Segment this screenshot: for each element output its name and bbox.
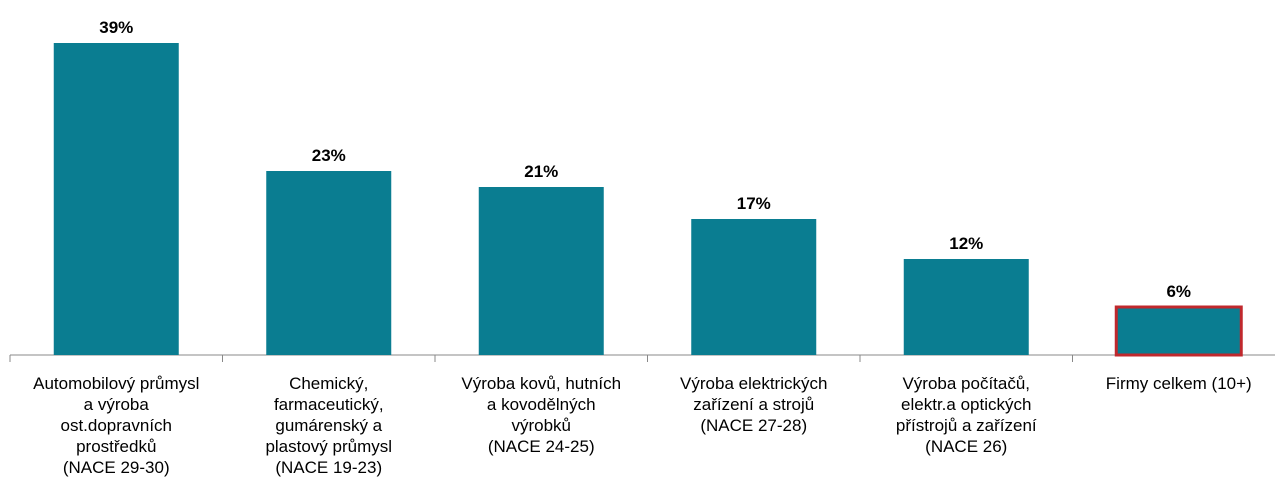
x-tick-label: plastový průmysl [265, 437, 392, 456]
value-label: 23% [312, 146, 346, 165]
x-tick-label: (NACE 29-30) [63, 458, 170, 477]
x-tick-label: a kovodělných [487, 395, 596, 414]
x-tick-label: (NACE 27-28) [700, 416, 807, 435]
bar [266, 171, 392, 355]
x-tick-label: Chemický, [289, 374, 368, 393]
x-tick-label: (NACE 26) [925, 437, 1007, 456]
x-tick-label: gumárenský a [275, 416, 382, 435]
x-tick-label: (NACE 19-23) [275, 458, 382, 477]
bar [691, 219, 817, 355]
bar [903, 259, 1029, 355]
x-tick-label: ost.dopravních [60, 416, 172, 435]
x-tick-label: farmaceutický, [274, 395, 384, 414]
x-tick-label: zařízení a strojů [693, 395, 814, 414]
value-label: 12% [949, 234, 983, 253]
x-tick-label: Automobilový průmysl [33, 374, 199, 393]
x-tick-label: prostředků [76, 437, 156, 456]
value-label: 6% [1166, 282, 1191, 301]
x-tick-label: přístrojů a zařízení [896, 416, 1037, 435]
x-tick-label: elektr.a optických [901, 395, 1031, 414]
bar [53, 43, 179, 355]
x-tick-label: Firmy celkem (10+) [1106, 374, 1252, 393]
bar [1114, 305, 1243, 357]
value-label: 21% [524, 162, 558, 181]
x-tick-label: (NACE 24-25) [488, 437, 595, 456]
bar [478, 187, 604, 355]
x-tick-label: Výroba elektrických [680, 374, 827, 393]
value-label: 39% [99, 18, 133, 37]
value-label: 17% [737, 194, 771, 213]
x-tick-label: výrobků [511, 416, 571, 435]
x-tick-label: Výroba počítačů, [902, 374, 1030, 393]
x-tick-label: Výroba kovů, hutních [461, 374, 621, 393]
x-tick-label: a výroba [84, 395, 150, 414]
